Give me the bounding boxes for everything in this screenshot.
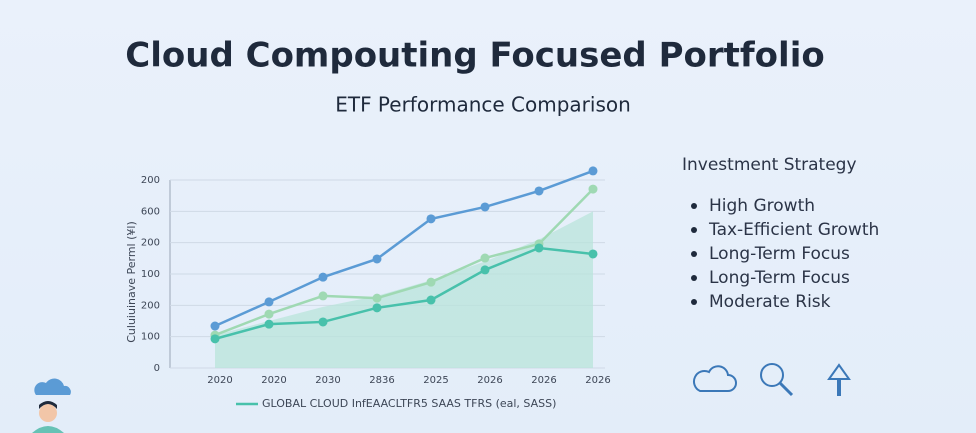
avatar-cloud: [34, 378, 71, 395]
x-tick-label: 2030: [315, 375, 340, 386]
marker: [372, 254, 382, 264]
marker: [318, 272, 328, 282]
y-tick-label: 200: [141, 175, 160, 186]
marker: [426, 214, 436, 224]
x-tick-label: 2026: [477, 375, 502, 386]
marker: [210, 334, 220, 344]
avatar-hair: [39, 401, 57, 409]
bullet: [691, 275, 697, 281]
marker: [372, 293, 382, 303]
y-tick-label: 0: [154, 363, 160, 374]
strategy-item: Long-Term Focus: [709, 268, 850, 288]
x-tick-label: 2025: [423, 375, 448, 386]
y-tick-label: 200: [141, 300, 160, 311]
marker: [480, 253, 490, 263]
marker: [588, 166, 598, 176]
avatar: [32, 378, 71, 433]
avatar-body: [32, 426, 64, 433]
line: [214, 246, 594, 341]
marker: [588, 249, 598, 259]
marker: [480, 202, 490, 212]
line: [214, 169, 594, 328]
bullet: [691, 227, 697, 233]
bullet: [691, 299, 697, 305]
strategy-item: Moderate Risk: [709, 292, 831, 312]
x-tick-label: 2020: [207, 375, 232, 386]
strategy-heading: Investment Strategy: [682, 155, 857, 175]
strategy-item: Long-Term Focus: [709, 244, 850, 264]
marker: [426, 295, 436, 305]
line: [214, 188, 594, 337]
marker: [318, 291, 328, 301]
strategy-item: Tax-Efficient Growth: [708, 220, 879, 240]
cloud-icon: [693, 365, 737, 392]
search-icon: [760, 363, 784, 387]
marker: [264, 309, 274, 319]
x-tick-label: 2020: [261, 375, 286, 386]
y-tick-label: 600: [141, 206, 160, 217]
y-tick-label: 100: [141, 332, 160, 343]
marker: [534, 243, 544, 253]
marker: [264, 319, 274, 329]
title: Cloud Compouting Focused Portfolio: [125, 36, 824, 76]
subtitle: ETF Performance Comparison: [335, 93, 631, 117]
bullet: [691, 251, 697, 257]
icons: [693, 363, 851, 397]
y-tick-label: 100: [141, 269, 160, 280]
x-tick-label: 2026: [531, 375, 556, 386]
marker: [480, 265, 490, 275]
search-handle: [778, 381, 794, 397]
strategy-item: High Growth: [709, 196, 815, 216]
marker: [534, 186, 544, 196]
marker: [264, 297, 274, 307]
x-tick-label: 2836: [369, 375, 394, 386]
avatar-head: [39, 404, 57, 422]
y-tick-label: 200: [141, 238, 160, 249]
marker: [372, 303, 382, 313]
legend-label: GLOBAL CLOUD InfEAACLTFR5 SAAS TFRS (eal…: [262, 397, 556, 410]
x-tick-label: 2026: [585, 375, 610, 386]
marker: [588, 184, 598, 194]
marker: [210, 321, 220, 331]
y-axis-label: Culuiuinave Perml (¥l): [125, 221, 138, 343]
marker: [426, 277, 436, 287]
bullet: [691, 203, 697, 209]
marker: [318, 317, 328, 327]
arrow-icon: [827, 363, 851, 396]
